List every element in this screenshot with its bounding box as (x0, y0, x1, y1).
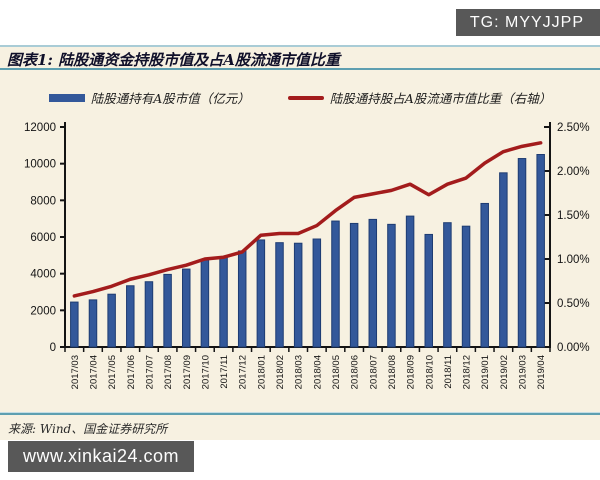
bar (443, 222, 452, 348)
bar (256, 239, 266, 348)
left-axis-tick-label: 0 (50, 342, 56, 354)
x-axis-category-label: 2019/01 (480, 355, 491, 389)
bar (163, 273, 172, 348)
x-axis-category-label: 2017/12 (238, 355, 249, 389)
bar (312, 238, 322, 348)
line-series (72, 141, 543, 298)
right-axis-tick-label: 0.00% (557, 342, 590, 354)
bar (126, 285, 135, 348)
chart-legend: 陆股通持有A股市值（亿元） 陆股通持股占A股流通市值比重（右轴） (0, 88, 600, 107)
left-axis-tick-label: 2000 (30, 305, 56, 317)
right-axis-tick-label: 1.00% (557, 254, 590, 266)
bar-series-swatch (48, 93, 85, 102)
x-axis-category-label: 2018/08 (387, 355, 398, 389)
right-axis-tick-label: 2.50% (557, 122, 590, 134)
source-row: 来源: Wind、国金证券研究所 (0, 412, 600, 437)
x-axis-category-label: 2017/10 (200, 355, 211, 389)
bar (405, 215, 415, 348)
bar (293, 242, 303, 348)
x-axis-category-label: 2018/04 (312, 355, 323, 389)
left-axis-tick-label: 12000 (24, 122, 56, 134)
line-series-label: 陆股通持股占A股流通市值比重（右轴） (329, 91, 552, 106)
watermark-badge-top: TG: MYYJJPP (455, 9, 600, 36)
bar (275, 242, 284, 348)
bar (331, 220, 340, 348)
x-axis-category-label: 2019/04 (536, 355, 547, 389)
x-axis-category-label: 2018/07 (368, 355, 379, 389)
x-axis-category-label: 2018/03 (294, 355, 305, 389)
source-text: 来源: Wind、国金证券研究所 (8, 422, 168, 436)
bar (88, 299, 98, 348)
x-axis-category-label: 2017/11 (219, 355, 230, 389)
bar (219, 256, 228, 348)
right-axis-tick-label: 2.00% (557, 166, 590, 178)
bar (517, 158, 527, 348)
x-axis-category-label: 2019/02 (499, 355, 510, 389)
x-axis-category-label: 2018/01 (256, 355, 267, 389)
watermark-badge-bottom: www.xinkai24.com (8, 441, 195, 472)
x-axis-category-label: 2018/05 (331, 355, 342, 389)
bar-series-label: 陆股通持有A股市值（亿元） (90, 91, 250, 106)
right-axis-tick-label: 1.50% (557, 210, 590, 222)
x-axis-category-label: 2017/08 (163, 355, 174, 389)
left-axis-tick-label: 4000 (30, 269, 56, 281)
x-axis-category-label: 2018/02 (275, 355, 286, 389)
legend-item-bar-series: 陆股通持有A股市值（亿元） (48, 88, 250, 107)
bar (237, 250, 247, 348)
left-axis-tick-label: 10000 (24, 159, 56, 171)
x-axis-category-label: 2018/09 (406, 355, 417, 389)
x-axis-category-label: 2017/06 (126, 355, 137, 389)
figure-title: 图表1: 陆股通资金持股市值及占A股流通市值比重 (7, 51, 340, 69)
right-axis-tick-label: 0.50% (557, 298, 590, 310)
x-axis-category-label: 2018/11 (443, 355, 454, 389)
figure-title-bar: 图表1: 陆股通资金持股市值及占A股流通市值比重 (0, 45, 600, 70)
bar (480, 202, 489, 348)
bar (387, 223, 396, 348)
separator-line-light (0, 412, 600, 413)
figure-panel: 图表1: 陆股通资金持股市值及占A股流通市值比重 陆股通持有A股市值（亿元） 陆… (0, 45, 600, 440)
x-axis-category-label: 2018/12 (462, 355, 473, 389)
bar (424, 233, 433, 348)
legend-item-line-series: 陆股通持股占A股流通市值比重（右轴） (287, 88, 552, 107)
x-axis-category-label: 2017/03 (70, 355, 81, 389)
x-axis-category-label: 2017/09 (182, 355, 193, 389)
x-axis-category-label: 2017/04 (88, 355, 99, 389)
bar (368, 218, 378, 348)
bar (182, 268, 191, 348)
bar (499, 172, 508, 348)
chart-area: 0 2000 4000 6000 8000 10000 12000 0.00% 0.50% 1.0… (0, 112, 600, 412)
bar (144, 281, 154, 348)
line-series-swatch (287, 95, 324, 100)
x-axis-category-label: 2019/03 (518, 355, 529, 389)
x-axis-category-label: 2018/06 (350, 355, 361, 389)
bar (107, 293, 116, 348)
x-axis-category-label: 2017/07 (144, 355, 155, 389)
bar (536, 154, 545, 348)
left-axis-tick-label: 8000 (30, 195, 56, 207)
bar (70, 301, 79, 348)
bar (200, 258, 210, 348)
separator-line (0, 413, 600, 415)
chart-svg: 0 2000 4000 6000 8000 10000 12000 0.00% 0.50% 1.0… (24, 122, 590, 389)
x-axis-category-label: 2017/05 (107, 355, 118, 389)
x-axis-category-label: 2018/10 (424, 355, 435, 389)
left-axis-tick-label: 6000 (30, 232, 56, 244)
bar (349, 222, 359, 348)
bar (461, 225, 471, 348)
